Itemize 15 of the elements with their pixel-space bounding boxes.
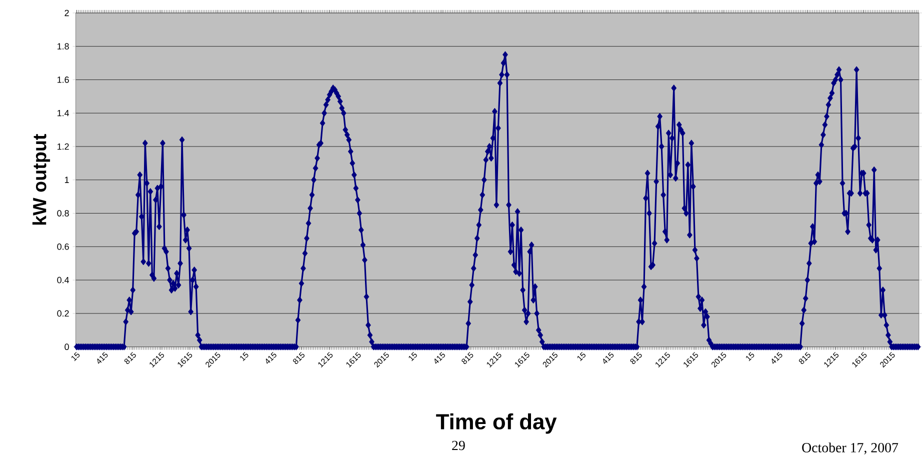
text: October 17, 2007 [802, 442, 898, 455]
y-tick-label: 1.6 [58, 76, 69, 84]
text: 29 [452, 440, 465, 450]
y-tick-label: 0.4 [57, 277, 69, 284]
y-tick-label: 0.2 [57, 310, 69, 317]
x-axis-title: Time of day [436, 414, 557, 434]
y-tick-label: 0.6 [57, 244, 69, 250]
y-tick-label: 1.2 [58, 144, 69, 150]
y-tick-label: 2 [64, 10, 69, 16]
y-tick-label: 0.8 [57, 210, 69, 217]
y-tick-label: 1.4 [58, 110, 69, 116]
y-tick-label: 1.8 [58, 43, 69, 50]
y-tick-label: 0 [64, 344, 69, 350]
y-axis-title: kW output [32, 134, 50, 225]
y-tick-label: 1 [64, 176, 69, 184]
